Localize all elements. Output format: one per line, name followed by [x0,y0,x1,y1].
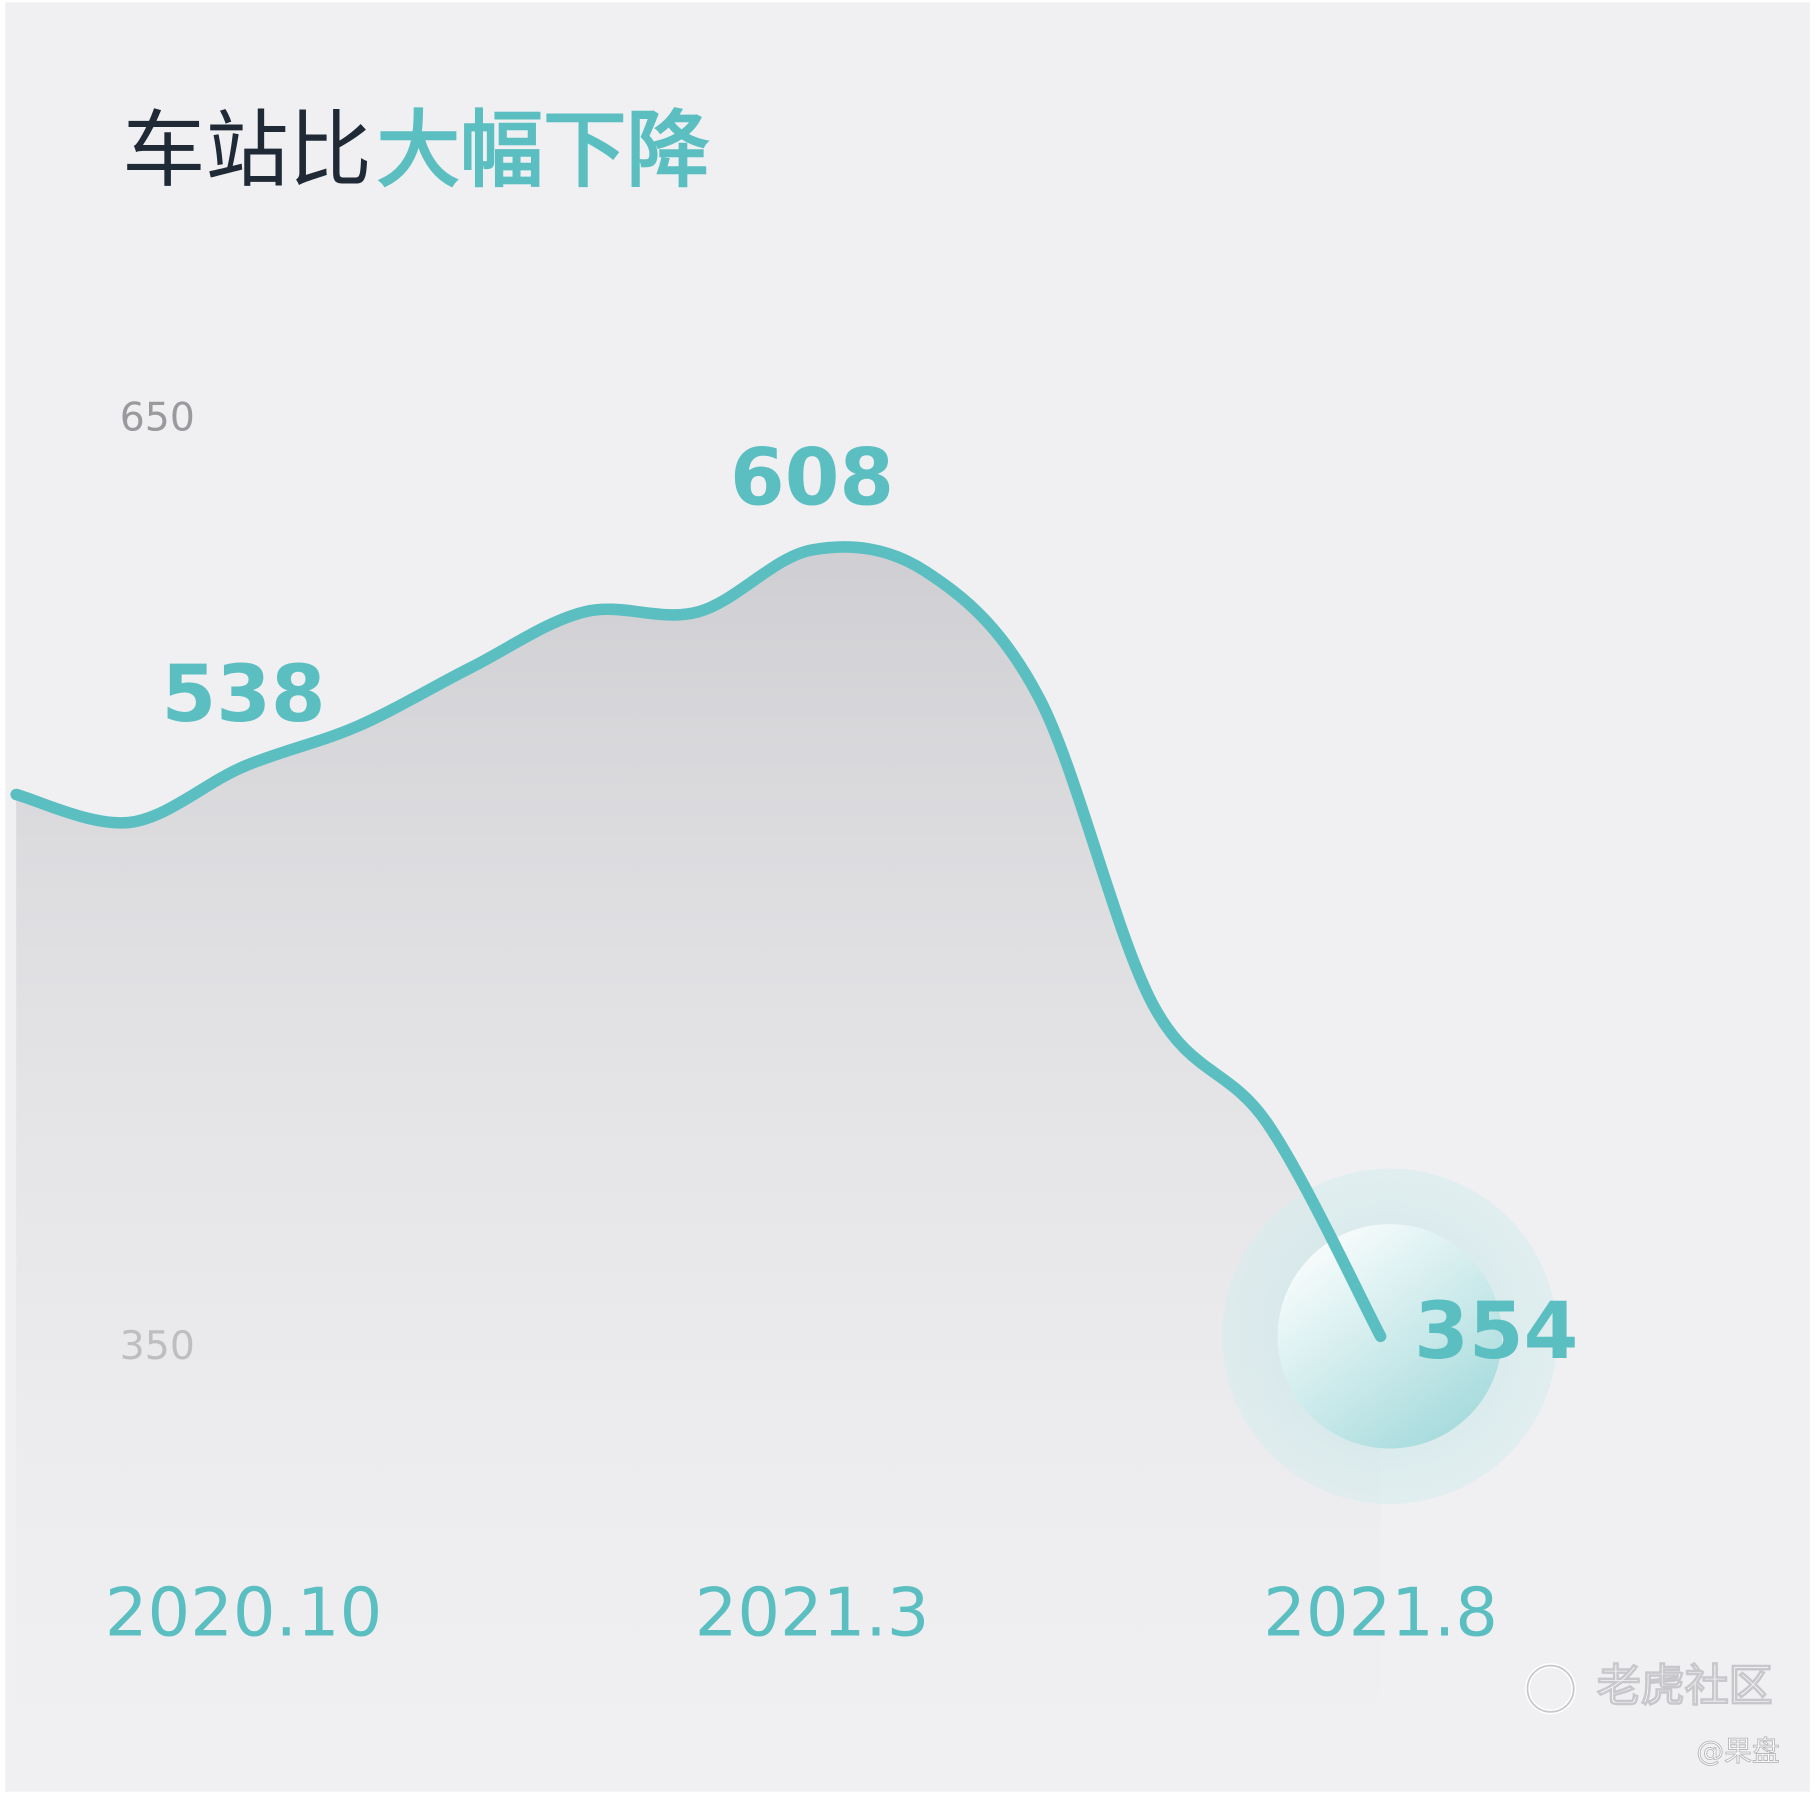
watermark-icon [1525,1663,1577,1715]
x-tick-label: 2021.3 [695,1574,930,1652]
line [10,541,1387,1343]
watermark-sub: @果盘 [1696,1734,1779,1767]
data-label: 538 [161,648,325,740]
glow-inner [1277,1224,1503,1449]
data-label: 608 [730,431,894,523]
data-label: 354 [1414,1285,1578,1377]
x-tick-label: 2020.10 [105,1574,382,1652]
watermark: 老虎社区 [1597,1661,1773,1712]
x-tick-label: 2021.8 [1263,1574,1498,1652]
chart-title: 车站比 [122,102,372,199]
chart-title-highlight: 大幅下降 [377,102,711,199]
y-tick-label: 650 [120,395,195,440]
area [16,546,1381,1792]
